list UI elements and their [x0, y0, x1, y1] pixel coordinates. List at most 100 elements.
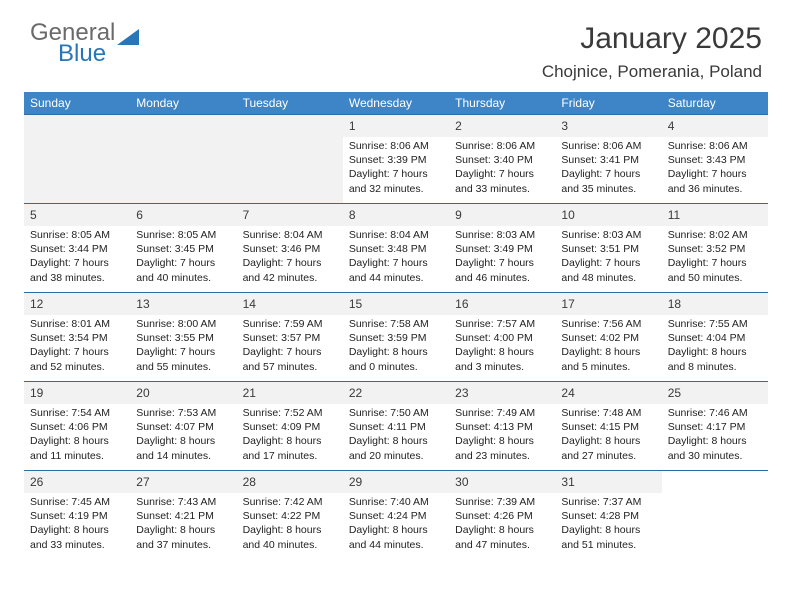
- day-number: 9: [455, 208, 462, 222]
- sunrise-text: Sunrise: 7:45 AM: [30, 495, 124, 509]
- dl2-text: and 3 minutes.: [455, 360, 549, 374]
- daynum-row: 13: [130, 293, 236, 315]
- sunrise-text: Sunrise: 7:43 AM: [136, 495, 230, 509]
- sunrise-text: Sunrise: 7:50 AM: [349, 406, 443, 420]
- dl2-text: and 42 minutes.: [243, 271, 337, 285]
- sunset-text: Sunset: 3:52 PM: [668, 242, 762, 256]
- sunrise-text: Sunrise: 7:37 AM: [561, 495, 655, 509]
- dl2-text: and 23 minutes.: [455, 449, 549, 463]
- daynum-row: 26: [24, 471, 130, 493]
- dl1-text: Daylight: 8 hours: [349, 523, 443, 537]
- day-cell: 2Sunrise: 8:06 AMSunset: 3:40 PMDaylight…: [449, 115, 555, 203]
- day-cell: 27Sunrise: 7:43 AMSunset: 4:21 PMDayligh…: [130, 471, 236, 559]
- day-number: 24: [561, 386, 574, 400]
- dl1-text: Daylight: 7 hours: [668, 167, 762, 181]
- sunset-text: Sunset: 4:15 PM: [561, 420, 655, 434]
- sunrise-text: Sunrise: 7:42 AM: [243, 495, 337, 509]
- daynum-row: 24: [555, 382, 661, 404]
- day-number: 11: [668, 208, 680, 222]
- dl1-text: Daylight: 7 hours: [30, 256, 124, 270]
- daynum-row: 31: [555, 471, 661, 493]
- dl2-text: and 50 minutes.: [668, 271, 762, 285]
- day-number: 1: [349, 119, 356, 133]
- sunset-text: Sunset: 4:04 PM: [668, 331, 762, 345]
- dl1-text: Daylight: 7 hours: [243, 256, 337, 270]
- daynum-row: 15: [343, 293, 449, 315]
- daynum-row: 1: [343, 115, 449, 137]
- day-number: 8: [349, 208, 356, 222]
- day-cell: 17Sunrise: 7:56 AMSunset: 4:02 PMDayligh…: [555, 293, 661, 381]
- daynum-row: 7: [237, 204, 343, 226]
- day-number: 21: [243, 386, 256, 400]
- dl1-text: Daylight: 7 hours: [243, 345, 337, 359]
- daynum-row: 23: [449, 382, 555, 404]
- day-cell: 16Sunrise: 7:57 AMSunset: 4:00 PMDayligh…: [449, 293, 555, 381]
- day-cell: 18Sunrise: 7:55 AMSunset: 4:04 PMDayligh…: [662, 293, 768, 381]
- day-cell: 5Sunrise: 8:05 AMSunset: 3:44 PMDaylight…: [24, 204, 130, 292]
- sunset-text: Sunset: 4:22 PM: [243, 509, 337, 523]
- week-row: 26Sunrise: 7:45 AMSunset: 4:19 PMDayligh…: [24, 470, 768, 559]
- dl1-text: Daylight: 7 hours: [561, 256, 655, 270]
- daynum-row: 19: [24, 382, 130, 404]
- day-cell: 4Sunrise: 8:06 AMSunset: 3:43 PMDaylight…: [662, 115, 768, 203]
- sunset-text: Sunset: 4:09 PM: [243, 420, 337, 434]
- sunset-text: Sunset: 4:00 PM: [455, 331, 549, 345]
- day-number: 27: [136, 475, 149, 489]
- day-cell: [237, 115, 343, 203]
- sunset-text: Sunset: 3:43 PM: [668, 153, 762, 167]
- dl2-text: and 40 minutes.: [243, 538, 337, 552]
- sunset-text: Sunset: 4:17 PM: [668, 420, 762, 434]
- dl1-text: Daylight: 8 hours: [561, 523, 655, 537]
- weekday-monday: Monday: [130, 92, 236, 114]
- dl1-text: Daylight: 8 hours: [668, 345, 762, 359]
- sunset-text: Sunset: 3:48 PM: [349, 242, 443, 256]
- daynum-row: 14: [237, 293, 343, 315]
- dl2-text: and 8 minutes.: [668, 360, 762, 374]
- dl2-text: and 5 minutes.: [561, 360, 655, 374]
- dl2-text: and 48 minutes.: [561, 271, 655, 285]
- day-cell: 29Sunrise: 7:40 AMSunset: 4:24 PMDayligh…: [343, 471, 449, 559]
- dl1-text: Daylight: 8 hours: [668, 434, 762, 448]
- weekday-saturday: Saturday: [662, 92, 768, 114]
- daynum-row: 10: [555, 204, 661, 226]
- day-cell: 21Sunrise: 7:52 AMSunset: 4:09 PMDayligh…: [237, 382, 343, 470]
- day-number: 13: [136, 297, 149, 311]
- day-cell: 25Sunrise: 7:46 AMSunset: 4:17 PMDayligh…: [662, 382, 768, 470]
- day-cell: [130, 115, 236, 203]
- dl2-text: and 20 minutes.: [349, 449, 443, 463]
- day-cell: [662, 471, 768, 559]
- sunrise-text: Sunrise: 7:53 AM: [136, 406, 230, 420]
- sunrise-text: Sunrise: 8:04 AM: [243, 228, 337, 242]
- day-cell: 22Sunrise: 7:50 AMSunset: 4:11 PMDayligh…: [343, 382, 449, 470]
- sunrise-text: Sunrise: 7:52 AM: [243, 406, 337, 420]
- sunset-text: Sunset: 3:41 PM: [561, 153, 655, 167]
- sunset-text: Sunset: 3:45 PM: [136, 242, 230, 256]
- dl1-text: Daylight: 8 hours: [455, 434, 549, 448]
- dl2-text: and 47 minutes.: [455, 538, 549, 552]
- dl1-text: Daylight: 8 hours: [455, 345, 549, 359]
- day-cell: 14Sunrise: 7:59 AMSunset: 3:57 PMDayligh…: [237, 293, 343, 381]
- daynum-row: 18: [662, 293, 768, 315]
- day-number: 15: [349, 297, 362, 311]
- week-row: 19Sunrise: 7:54 AMSunset: 4:06 PMDayligh…: [24, 381, 768, 470]
- location-label: Chojnice, Pomerania, Poland: [542, 62, 762, 82]
- sunrise-text: Sunrise: 8:06 AM: [349, 139, 443, 153]
- dl2-text: and 0 minutes.: [349, 360, 443, 374]
- day-number: 2: [455, 119, 462, 133]
- sunrise-text: Sunrise: 8:04 AM: [349, 228, 443, 242]
- dl1-text: Daylight: 7 hours: [136, 256, 230, 270]
- sunset-text: Sunset: 3:57 PM: [243, 331, 337, 345]
- dl2-text: and 30 minutes.: [668, 449, 762, 463]
- sunrise-text: Sunrise: 8:00 AM: [136, 317, 230, 331]
- weeks-container: 1Sunrise: 8:06 AMSunset: 3:39 PMDaylight…: [24, 114, 768, 559]
- daynum-row: 20: [130, 382, 236, 404]
- sunrise-text: Sunrise: 7:57 AM: [455, 317, 549, 331]
- daynum-row: 3: [555, 115, 661, 137]
- dl2-text: and 55 minutes.: [136, 360, 230, 374]
- daynum-row: 6: [130, 204, 236, 226]
- day-cell: 23Sunrise: 7:49 AMSunset: 4:13 PMDayligh…: [449, 382, 555, 470]
- sunrise-text: Sunrise: 7:48 AM: [561, 406, 655, 420]
- day-cell: 24Sunrise: 7:48 AMSunset: 4:15 PMDayligh…: [555, 382, 661, 470]
- day-number: 30: [455, 475, 468, 489]
- dl1-text: Daylight: 7 hours: [455, 256, 549, 270]
